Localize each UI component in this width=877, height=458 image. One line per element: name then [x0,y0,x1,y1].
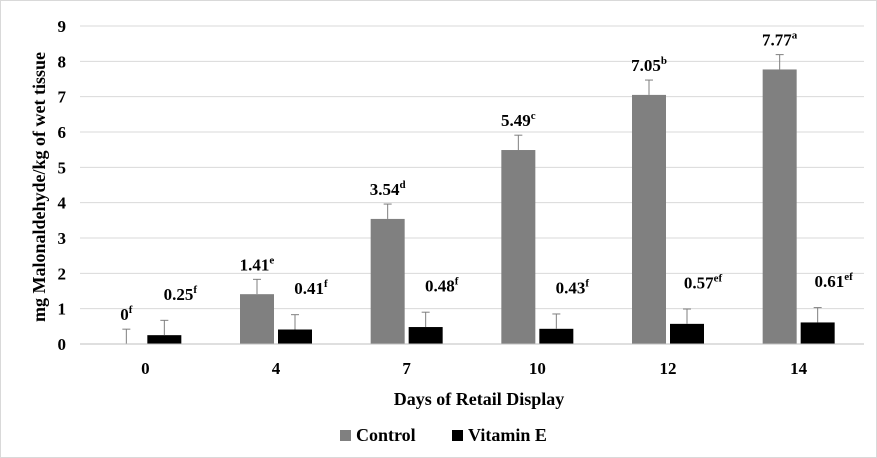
y-tick-label: 3 [58,229,67,248]
bar-vitamin-e [408,327,443,344]
x-axis-ticks: 0 4 7 10 12 14 [141,359,808,378]
bar-vitamin-e [670,323,704,344]
error-bars [122,54,822,344]
data-label-vitamin-e: 0.41f [294,278,328,298]
bar-vitamin-e [539,328,574,344]
data-label-control: 3.54d [370,179,406,199]
y-tick-label: 5 [58,158,67,177]
bars [147,69,835,345]
data-label-vitamin-e: 0.61ef [815,271,854,291]
data-label-vitamin-e: 0.57ef [684,273,723,293]
legend-label-control: Control [356,425,416,445]
data-label-control: 1.41e [240,254,275,274]
data-label-vitamin-e: 0.25f [164,284,198,304]
data-labels: 0f 1.41e 3.54d 5.49c 7.05b 7.77a 0.25f 0.41f 0.4… [120,30,853,325]
data-label-vitamin-e: 0.43f [556,277,590,297]
legend: Control Vitamin E [340,425,547,445]
data-label-control: 0f [120,304,133,324]
x-tick-label: 12 [660,359,677,378]
y-tick-label: 1 [58,300,67,319]
bar-control [632,94,666,345]
x-tick-label: 10 [529,359,546,378]
bar-control [240,294,274,344]
x-tick-label: 0 [141,359,150,378]
bar-control [501,150,536,344]
bar-vitamin-e [147,335,182,344]
data-label-control: 7.77a [762,30,798,50]
x-tick-label: 4 [272,359,281,378]
y-tick-label: 7 [58,88,67,107]
bar-control [762,69,797,345]
bar-vitamin-e [278,329,312,344]
y-axis-title: mg Malonaldehyde/kg of wet tissue [29,52,49,322]
x-tick-label: 14 [790,359,808,378]
legend-swatch-vitamin-e [452,430,463,441]
legend-label-vitamin-e: Vitamin E [468,425,547,445]
bar-vitamin-e [800,322,835,344]
data-label-control: 5.49c [501,110,536,130]
y-tick-label: 9 [58,17,67,36]
y-tick-label: 6 [58,123,67,142]
y-tick-label: 2 [58,264,67,283]
y-tick-label: 4 [58,194,67,213]
x-axis-title: Days of Retail Display [394,389,565,409]
y-tick-label: 0 [58,335,67,354]
x-tick-label: 7 [402,359,411,378]
y-tick-label: 8 [58,52,67,71]
gridlines [80,25,864,310]
legend-swatch-control [340,430,351,441]
data-label-vitamin-e: 0.48f [425,276,459,296]
bar-control [370,218,405,344]
y-axis-ticks: 0 1 2 3 4 5 6 7 8 9 [58,17,67,354]
data-label-control: 7.05b [631,55,667,75]
